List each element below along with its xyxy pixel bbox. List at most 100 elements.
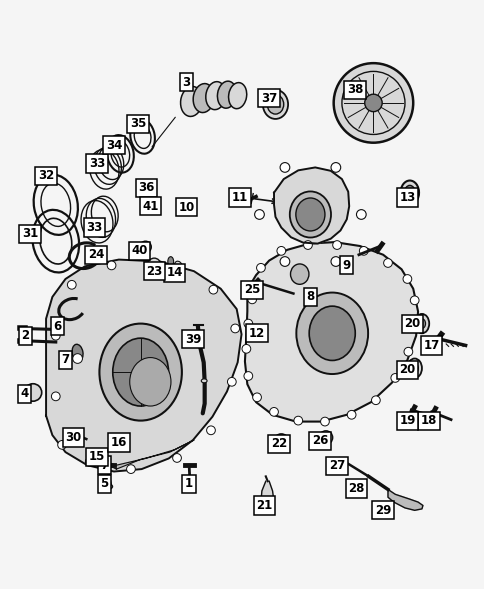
Text: 20: 20 [398, 363, 415, 376]
Ellipse shape [99, 323, 182, 421]
Ellipse shape [174, 261, 182, 272]
Circle shape [51, 332, 60, 340]
Text: 33: 33 [89, 157, 105, 170]
Circle shape [126, 465, 135, 474]
Ellipse shape [274, 434, 287, 446]
Text: 22: 22 [270, 438, 287, 451]
Ellipse shape [290, 264, 308, 284]
Ellipse shape [112, 338, 168, 406]
Ellipse shape [289, 191, 330, 237]
Text: 24: 24 [88, 248, 104, 262]
Circle shape [280, 163, 289, 173]
Circle shape [371, 396, 379, 405]
Text: 39: 39 [184, 333, 201, 346]
Ellipse shape [262, 90, 287, 119]
Polygon shape [387, 489, 422, 510]
Ellipse shape [410, 363, 417, 373]
Ellipse shape [129, 358, 171, 406]
Text: 27: 27 [328, 459, 345, 472]
Circle shape [303, 241, 312, 249]
Text: 5: 5 [100, 477, 108, 490]
Text: 3: 3 [182, 75, 190, 88]
Text: 34: 34 [106, 138, 122, 151]
Circle shape [359, 246, 367, 255]
Text: 1: 1 [185, 477, 193, 490]
Ellipse shape [267, 95, 283, 114]
Text: 37: 37 [260, 91, 277, 105]
Ellipse shape [295, 198, 324, 231]
Text: 18: 18 [420, 414, 437, 427]
Polygon shape [260, 481, 273, 514]
Circle shape [347, 411, 355, 419]
Text: 7: 7 [61, 353, 69, 366]
Text: 26: 26 [311, 435, 328, 448]
Circle shape [243, 372, 252, 380]
Circle shape [409, 320, 418, 329]
Text: 38: 38 [346, 83, 363, 97]
Text: 9: 9 [342, 259, 350, 272]
Circle shape [409, 296, 418, 305]
Polygon shape [46, 260, 241, 472]
Text: 40: 40 [131, 244, 148, 257]
Ellipse shape [205, 82, 226, 110]
Circle shape [160, 263, 169, 272]
Ellipse shape [155, 266, 162, 272]
Text: 30: 30 [65, 431, 82, 444]
Circle shape [73, 353, 82, 363]
Text: 21: 21 [256, 499, 272, 512]
Circle shape [51, 392, 60, 401]
Text: 15: 15 [89, 451, 105, 464]
Text: 10: 10 [178, 201, 195, 214]
Circle shape [230, 324, 239, 333]
Text: 36: 36 [138, 181, 154, 194]
Circle shape [85, 458, 94, 466]
Circle shape [139, 241, 151, 253]
Ellipse shape [167, 257, 173, 266]
Ellipse shape [201, 379, 207, 383]
Circle shape [364, 94, 381, 112]
Text: 17: 17 [423, 339, 439, 352]
Circle shape [254, 210, 264, 219]
Text: 12: 12 [248, 327, 265, 340]
Text: 16: 16 [110, 436, 127, 449]
Ellipse shape [277, 437, 284, 443]
Text: 31: 31 [22, 227, 38, 240]
Ellipse shape [116, 436, 124, 442]
Circle shape [58, 441, 66, 449]
Circle shape [330, 257, 340, 266]
Circle shape [67, 280, 76, 289]
Text: 6: 6 [53, 319, 61, 333]
Text: 29: 29 [374, 504, 391, 517]
Circle shape [256, 263, 265, 272]
Ellipse shape [414, 314, 428, 333]
Text: 41: 41 [142, 200, 158, 213]
Ellipse shape [228, 82, 246, 109]
Ellipse shape [185, 486, 194, 491]
Text: 2: 2 [21, 329, 29, 342]
Text: 7: 7 [100, 459, 108, 472]
Polygon shape [244, 242, 417, 422]
Ellipse shape [217, 81, 236, 108]
Circle shape [206, 426, 215, 435]
Circle shape [243, 319, 252, 328]
Circle shape [320, 417, 329, 426]
Text: 13: 13 [398, 191, 415, 204]
Text: 35: 35 [130, 117, 146, 130]
Ellipse shape [72, 345, 83, 361]
Text: 8: 8 [305, 290, 314, 303]
Text: 20: 20 [403, 317, 420, 330]
Ellipse shape [308, 306, 354, 360]
Ellipse shape [105, 484, 112, 489]
Text: 4: 4 [20, 388, 29, 401]
Circle shape [227, 378, 236, 386]
Polygon shape [273, 167, 348, 244]
Text: 14: 14 [166, 266, 182, 279]
Circle shape [332, 241, 341, 249]
Circle shape [148, 258, 160, 271]
Text: 33: 33 [86, 221, 103, 234]
Text: 23: 23 [146, 264, 162, 278]
Circle shape [293, 416, 302, 425]
Ellipse shape [193, 84, 214, 112]
Ellipse shape [417, 319, 424, 329]
Circle shape [356, 210, 365, 219]
